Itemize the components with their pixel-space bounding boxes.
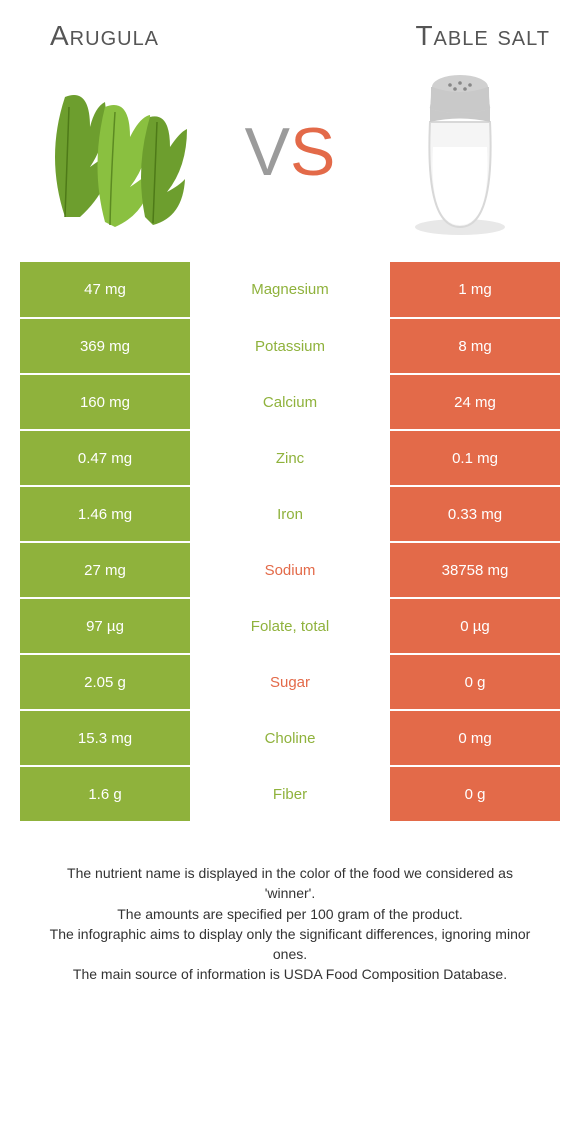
left-value: 27 mg [20,542,190,598]
table-row: 369 mgPotassium8 mg [20,318,560,374]
left-value: 47 mg [20,262,190,318]
comparison-table: 47 mgMagnesium1 mg369 mgPotassium8 mg160… [20,262,560,823]
right-value: 0.1 mg [390,430,560,486]
footnote-line: The amounts are specified per 100 gram o… [40,904,540,924]
nutrient-label: Iron [190,486,390,542]
left-value: 0.47 mg [20,430,190,486]
left-title: Arugula [50,20,159,52]
nutrient-label: Choline [190,710,390,766]
nutrient-label: Sodium [190,542,390,598]
nutrient-label: Folate, total [190,598,390,654]
left-value: 2.05 g [20,654,190,710]
images-row: VS [20,62,560,262]
table-row: 97 µgFolate, total0 µg [20,598,560,654]
left-value: 160 mg [20,374,190,430]
left-value: 1.6 g [20,766,190,822]
footnotes: The nutrient name is displayed in the co… [20,823,560,985]
right-title: Table salt [415,20,550,52]
table-row: 160 mgCalcium24 mg [20,374,560,430]
footnote-line: The infographic aims to display only the… [40,924,540,965]
table-row: 1.46 mgIron0.33 mg [20,486,560,542]
table-row: 27 mgSodium38758 mg [20,542,560,598]
nutrient-label: Fiber [190,766,390,822]
right-value: 38758 mg [390,542,560,598]
right-value: 24 mg [390,374,560,430]
left-value: 1.46 mg [20,486,190,542]
nutrient-label: Calcium [190,374,390,430]
table-row: 2.05 gSugar0 g [20,654,560,710]
right-value: 0 g [390,654,560,710]
comparison-header: Arugula Table salt [20,20,560,62]
left-value: 369 mg [20,318,190,374]
arugula-icon [35,67,205,237]
salt-image [370,62,550,242]
footnote-line: The nutrient name is displayed in the co… [40,863,540,904]
left-value: 15.3 mg [20,710,190,766]
vs-v: V [245,114,290,190]
salt-shaker-icon [395,67,525,237]
table-row: 47 mgMagnesium1 mg [20,262,560,318]
nutrient-label: Sugar [190,654,390,710]
right-value: 1 mg [390,262,560,318]
right-value: 8 mg [390,318,560,374]
right-value: 0 g [390,766,560,822]
footnote-line: The main source of information is USDA F… [40,964,540,984]
table-row: 1.6 gFiber0 g [20,766,560,822]
arugula-image [30,62,210,242]
table-row: 0.47 mgZinc0.1 mg [20,430,560,486]
nutrient-label: Magnesium [190,262,390,318]
table-row: 15.3 mgCholine0 mg [20,710,560,766]
right-value: 0 µg [390,598,560,654]
right-value: 0 mg [390,710,560,766]
right-value: 0.33 mg [390,486,560,542]
left-value: 97 µg [20,598,190,654]
vs-label: VS [245,113,336,191]
vs-s: S [290,114,335,190]
nutrient-label: Potassium [190,318,390,374]
nutrient-label: Zinc [190,430,390,486]
